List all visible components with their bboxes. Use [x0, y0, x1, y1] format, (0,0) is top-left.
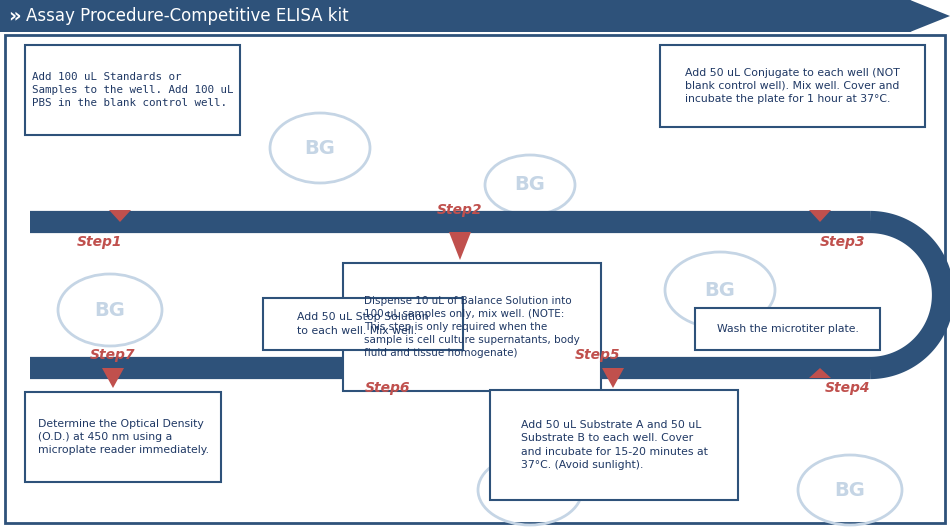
- Text: Add 50 uL Stop Solution
to each well. Mix well.: Add 50 uL Stop Solution to each well. Mi…: [297, 313, 428, 336]
- FancyBboxPatch shape: [25, 392, 221, 482]
- Text: Step1: Step1: [77, 235, 123, 249]
- Text: Add 50 uL Substrate A and 50 uL
Substrate B to each well. Cover
and incubate for: Add 50 uL Substrate A and 50 uL Substrat…: [521, 420, 708, 470]
- Text: Determine the Optical Density
(O.D.) at 450 nm using a
microplate reader immedia: Determine the Optical Density (O.D.) at …: [37, 419, 208, 455]
- Polygon shape: [449, 232, 471, 260]
- Polygon shape: [809, 210, 831, 222]
- Text: BG: BG: [95, 300, 125, 319]
- FancyBboxPatch shape: [695, 308, 880, 350]
- Polygon shape: [910, 0, 950, 32]
- Polygon shape: [109, 210, 131, 222]
- Text: Step5: Step5: [576, 348, 620, 362]
- Polygon shape: [602, 368, 624, 388]
- Text: Step7: Step7: [90, 348, 136, 362]
- Text: Add 50 uL Conjugate to each well (NOT
blank control well). Mix well. Cover and
i: Add 50 uL Conjugate to each well (NOT bl…: [685, 68, 900, 104]
- Text: BG: BG: [705, 280, 735, 299]
- Text: BG: BG: [305, 138, 335, 157]
- Polygon shape: [377, 358, 399, 368]
- FancyBboxPatch shape: [343, 263, 601, 391]
- FancyBboxPatch shape: [5, 35, 945, 523]
- Text: BG: BG: [515, 175, 545, 194]
- FancyBboxPatch shape: [660, 45, 925, 127]
- Polygon shape: [102, 368, 124, 388]
- Text: Step6: Step6: [365, 381, 410, 395]
- FancyBboxPatch shape: [263, 298, 463, 350]
- Text: Wash the microtiter plate.: Wash the microtiter plate.: [716, 324, 859, 334]
- FancyBboxPatch shape: [490, 390, 738, 500]
- Text: Step3: Step3: [820, 235, 865, 249]
- Text: Add 100 uL Standards or
Samples to the well. Add 100 uL
PBS in the blank control: Add 100 uL Standards or Samples to the w…: [31, 72, 234, 108]
- Text: »: »: [8, 6, 21, 25]
- Text: BG: BG: [834, 480, 865, 499]
- FancyBboxPatch shape: [25, 45, 240, 135]
- Text: Step2: Step2: [437, 203, 483, 217]
- Polygon shape: [809, 368, 831, 378]
- Text: Dispense 10 uL of Balance Solution into
100 uL samples only, mix well. (NOTE:
Th: Dispense 10 uL of Balance Solution into …: [364, 296, 580, 359]
- Text: BG: BG: [515, 480, 545, 499]
- Text: Step4: Step4: [826, 381, 871, 395]
- Polygon shape: [0, 0, 935, 32]
- Text: Assay Procedure-Competitive ELISA kit: Assay Procedure-Competitive ELISA kit: [26, 7, 349, 25]
